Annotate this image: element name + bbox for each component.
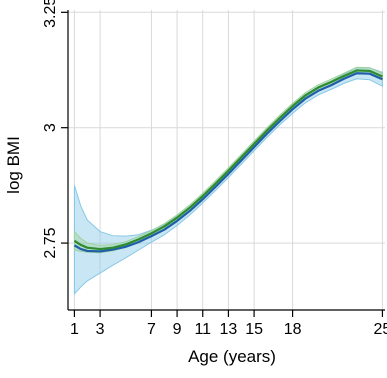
series-line-1 [73, 72, 383, 253]
y-tick-label: 3.25 [42, 0, 59, 28]
axes [61, 10, 385, 317]
y-tick-labels: 2.75 3 3.25 [42, 0, 59, 259]
x-tick-label: 7 [147, 321, 156, 338]
series-lines [73, 69, 383, 253]
x-tick-label: 18 [284, 321, 302, 338]
x-tick-label: 25 [374, 321, 387, 338]
x-axis-label: Age (years) [188, 347, 276, 366]
y-tick-label: 2.75 [42, 227, 59, 258]
series-line-2 [73, 69, 383, 251]
x-tick-label: 13 [220, 321, 238, 338]
grid [68, 10, 385, 310]
x-tick-labels: 1 3 7 9 11 13 15 18 25 [70, 321, 387, 338]
x-tick-label: 9 [173, 321, 182, 338]
x-tick-label: 3 [96, 321, 105, 338]
y-axis-label: log BMI [4, 136, 23, 194]
x-tick-label: 15 [245, 321, 263, 338]
x-tick-label: 11 [194, 321, 211, 338]
y-tick-label: 3 [42, 123, 59, 132]
x-tick-label: 1 [70, 321, 79, 338]
